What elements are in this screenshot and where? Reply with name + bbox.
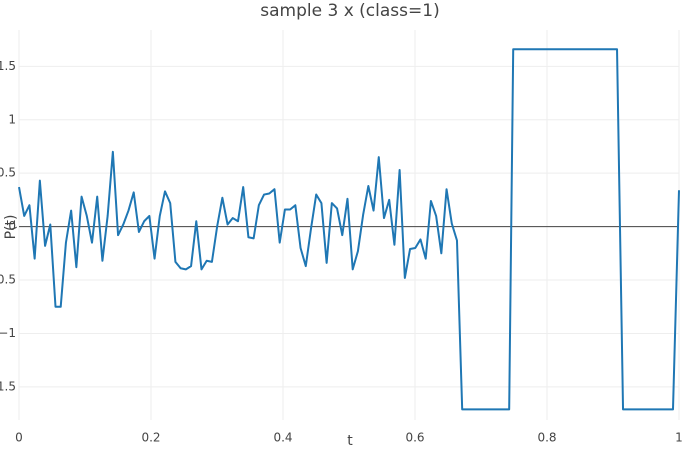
y-tick-label: −1 <box>0 326 16 340</box>
x-tick-label: 0.6 <box>405 431 424 445</box>
x-tick-label: 0.8 <box>537 431 556 445</box>
plot <box>18 30 680 420</box>
x-axis-title: t <box>347 433 353 449</box>
y-tick-label: 0.5 <box>0 166 16 180</box>
y-tick-label: 0 <box>8 219 16 233</box>
x-tick-label: 0.2 <box>141 431 160 445</box>
x-tick-label: 0.4 <box>273 431 292 445</box>
x-tick-label: 1 <box>675 431 683 445</box>
y-tick-label: −1.5 <box>0 379 16 393</box>
data-line <box>18 48 680 411</box>
y-tick-label: −0.5 <box>0 273 16 287</box>
chart-title: sample 3 x (class=1) <box>260 1 439 21</box>
y-tick-label: 1 <box>8 112 16 126</box>
x-tick-label: 0 <box>15 431 23 445</box>
y-axis-title: P(t) <box>3 215 19 240</box>
y-tick-label: 1.5 <box>0 59 16 73</box>
